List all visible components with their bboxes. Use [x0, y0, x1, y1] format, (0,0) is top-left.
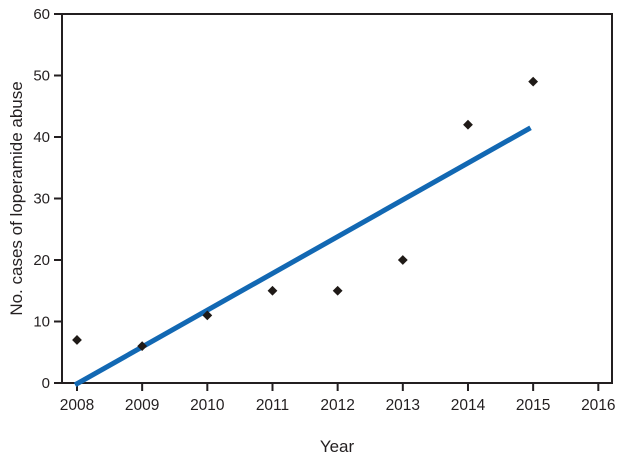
y-axis: 0 10 20 30 40 50 60: [33, 6, 62, 392]
data-point-diamond: [528, 76, 539, 87]
x-axis: 2008 2009 2010 2011 2012 2013 2014 2015 2016: [60, 383, 616, 414]
x-tick-label: 2008: [60, 397, 94, 414]
y-tick-label: 40: [33, 129, 50, 146]
data-point-diamond: [397, 255, 408, 265]
y-tick-label: 0: [42, 375, 50, 392]
y-tick-label: 50: [33, 68, 50, 85]
data-point-diamond: [202, 310, 213, 321]
data-point-diamond: [267, 285, 278, 296]
x-tick-label: 2013: [386, 397, 420, 414]
y-tick-label: 60: [33, 6, 50, 23]
x-axis-title: Year: [320, 437, 355, 456]
x-tick-label: 2012: [320, 397, 354, 414]
y-tick-label: 10: [33, 314, 50, 331]
data-point-diamond: [137, 341, 148, 351]
x-tick-label: 2016: [581, 397, 615, 414]
x-tick-label: 2009: [125, 397, 159, 414]
y-tick-label: 30: [33, 191, 50, 208]
data-point-diamond: [463, 119, 473, 130]
trend-line: [73, 125, 532, 388]
x-tick-label: 2010: [190, 397, 225, 414]
data-point-diamond: [72, 335, 82, 345]
data-points: [72, 76, 539, 351]
x-tick-label: 2015: [516, 397, 550, 414]
plot-frame: [61, 13, 613, 384]
y-axis-title: No. cases of loperamide abuse: [7, 81, 26, 315]
x-tick-label: 2014: [451, 397, 486, 414]
x-tick-label: 2011: [256, 397, 289, 414]
data-point-diamond: [332, 285, 343, 296]
y-tick-label: 20: [33, 252, 50, 269]
